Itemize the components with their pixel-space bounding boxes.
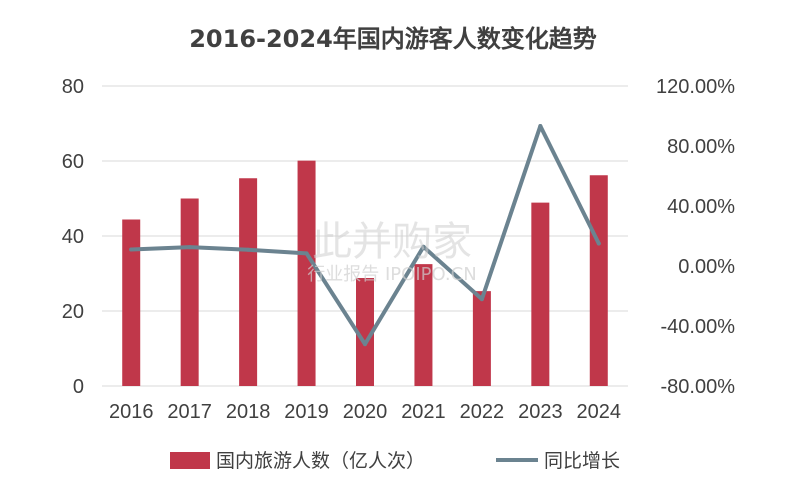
x-tick-label: 2019 <box>284 401 329 423</box>
y-right-tick-label: 120.00% <box>656 76 735 98</box>
bar <box>531 202 550 386</box>
legend-swatch-bar <box>170 452 210 469</box>
x-tick-label: 2018 <box>226 401 271 423</box>
line-point <box>304 251 309 256</box>
bar <box>589 175 608 386</box>
line-point <box>596 241 601 246</box>
line-point <box>187 245 192 250</box>
x-tick-label: 2022 <box>460 401 505 423</box>
y-left-tick-label: 20 <box>62 301 84 323</box>
watermark-main: 此并购家 <box>312 219 472 265</box>
y-left-tick-label: 40 <box>62 226 84 248</box>
line-point <box>421 244 426 249</box>
y-right-tick-label: -80.00% <box>661 376 736 398</box>
watermark-sub: 行业报告 IPOIPO.CN <box>307 264 476 285</box>
line-point <box>129 247 134 252</box>
bar <box>239 178 258 386</box>
y-left-tick-label: 80 <box>62 76 84 98</box>
x-tick-label: 2016 <box>109 401 154 423</box>
bar-series <box>122 160 608 386</box>
x-tick-label: 2024 <box>577 401 622 423</box>
line-series <box>129 124 601 347</box>
x-tick-label: 2020 <box>343 401 388 423</box>
bar <box>297 160 316 386</box>
bar <box>414 264 433 386</box>
watermark: 此并购家 行业报告 IPOIPO.CN <box>307 219 476 285</box>
chart-title: 2016-2024年国内游客人数变化趋势 <box>189 25 597 53</box>
legend-label-line: 同比增长 <box>544 450 620 472</box>
y-left-tick-label: 0 <box>73 376 84 398</box>
bar <box>180 198 199 386</box>
line-point <box>363 342 367 347</box>
bar <box>356 278 374 386</box>
y-left-tick-label: 60 <box>62 151 84 173</box>
axes: 0 20 40 60 80 -80.00% -40.00% 0.00% 40.00% 80.00%… <box>62 76 735 423</box>
x-tick-label: 2023 <box>518 401 563 423</box>
legend-label-bar: 国内旅游人数（亿人次） <box>216 450 425 472</box>
x-tick-label: 2017 <box>167 401 212 423</box>
line-point <box>246 247 251 252</box>
y-right-tick-label: 0.00% <box>678 256 735 278</box>
y-right-tick-label: 40.00% <box>667 196 735 218</box>
line-point <box>538 124 543 129</box>
y-right-tick-label: 80.00% <box>667 136 735 158</box>
legend: 国内旅游人数（亿人次） 同比增长 <box>170 450 620 472</box>
x-tick-label: 2021 <box>401 401 446 423</box>
bar <box>122 219 141 386</box>
bar <box>472 291 491 386</box>
y-right-tick-label: -40.00% <box>661 316 736 338</box>
line-point <box>479 297 484 302</box>
